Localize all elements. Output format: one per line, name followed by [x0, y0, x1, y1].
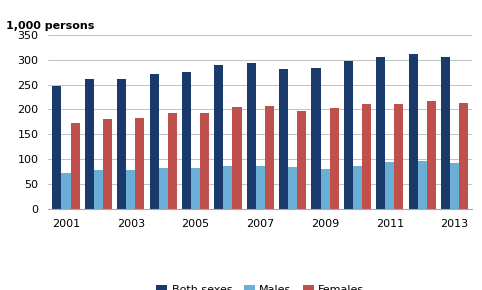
Bar: [247, 63, 256, 209]
Bar: [288, 167, 297, 209]
Bar: [223, 166, 232, 209]
Text: 1,000 persons: 1,000 persons: [6, 21, 94, 31]
Bar: [353, 166, 362, 209]
Bar: [459, 103, 468, 209]
Bar: [311, 68, 321, 209]
Bar: [182, 72, 191, 209]
Bar: [70, 123, 80, 209]
Bar: [409, 54, 417, 209]
Bar: [297, 111, 306, 209]
Bar: [232, 107, 241, 209]
Bar: [427, 102, 436, 209]
Legend: Both sexes, Males, Females: Both sexes, Males, Females: [152, 280, 369, 290]
Bar: [279, 69, 288, 209]
Bar: [417, 161, 427, 209]
Bar: [441, 57, 450, 209]
Bar: [200, 113, 209, 209]
Bar: [344, 61, 353, 209]
Bar: [321, 169, 330, 209]
Bar: [117, 79, 126, 209]
Bar: [385, 162, 394, 209]
Bar: [103, 119, 112, 209]
Bar: [214, 65, 223, 209]
Bar: [168, 113, 177, 209]
Bar: [85, 79, 94, 209]
Bar: [191, 168, 200, 209]
Bar: [362, 104, 371, 209]
Bar: [376, 57, 385, 209]
Bar: [53, 86, 62, 209]
Bar: [330, 108, 339, 209]
Bar: [450, 163, 459, 209]
Bar: [135, 118, 145, 209]
Bar: [62, 173, 70, 209]
Bar: [265, 106, 274, 209]
Bar: [126, 170, 135, 209]
Bar: [159, 168, 168, 209]
Bar: [94, 170, 103, 209]
Bar: [149, 74, 159, 209]
Bar: [394, 104, 403, 209]
Bar: [256, 166, 265, 209]
